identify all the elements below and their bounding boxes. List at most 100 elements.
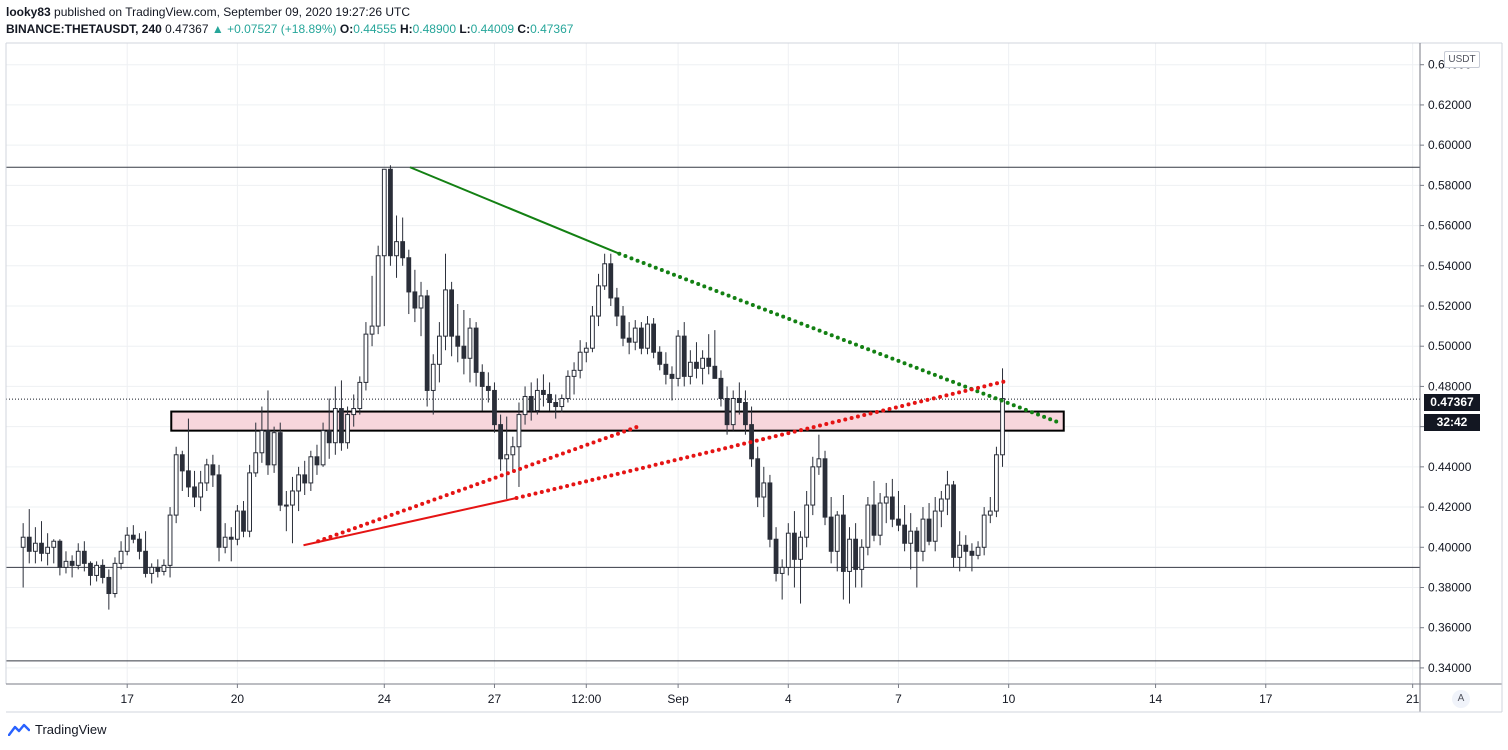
price-tick-label: 0.44000: [1428, 460, 1472, 474]
candle-down: [651, 323, 657, 353]
candle-up: [645, 323, 650, 349]
candle-down: [39, 542, 44, 554]
candle-up: [865, 504, 871, 548]
candle-down: [896, 518, 901, 526]
candle-down: [26, 536, 32, 552]
brand-name: TradingView: [35, 722, 107, 737]
publish-info: looky83 published on TradingView.com, Se…: [6, 5, 410, 19]
time-tick-label: 17: [121, 692, 135, 706]
price-tick-label: 0.62000: [1428, 98, 1472, 112]
support-resistance-zone: [170, 410, 1065, 432]
candle-down: [792, 532, 797, 560]
candle-down: [963, 544, 969, 552]
candle-up: [938, 498, 944, 512]
candle-down: [822, 458, 828, 518]
candle-down: [461, 345, 467, 359]
last-price-badge: 0.47367: [1424, 394, 1480, 411]
low-value: 0.44009: [470, 22, 515, 36]
candle-up: [51, 540, 57, 548]
currency-label[interactable]: USDT: [1444, 51, 1480, 68]
candle-up: [565, 375, 571, 399]
candle-up: [161, 564, 167, 572]
candle-up: [602, 263, 608, 287]
trendline-green-projection: [617, 251, 1059, 424]
candle-up: [271, 432, 277, 466]
candle-down: [179, 454, 185, 472]
last-value: 0.47367: [165, 22, 209, 36]
candle-up: [920, 518, 926, 552]
price-tick-label: 0.48000: [1428, 379, 1472, 393]
candle-down: [614, 297, 620, 317]
candle-up: [283, 504, 289, 507]
candle-up: [345, 414, 350, 444]
time-tick-label: 27: [488, 692, 502, 706]
candle-up: [730, 397, 736, 426]
candle-up: [981, 514, 987, 548]
countdown-badge: 32:42: [1424, 414, 1480, 431]
candle-up: [222, 536, 228, 548]
publish-date: published on TradingView.com, September …: [54, 5, 411, 19]
auto-scale-button[interactable]: A: [1452, 690, 1470, 708]
footer-brand[interactable]: TradingView: [8, 722, 107, 737]
candle-up: [75, 550, 81, 566]
candle-down: [326, 430, 332, 444]
price-axis[interactable]: 0.34000 0.36000 0.38000 0.40000 0.42000 0.440…: [1420, 58, 1472, 675]
candle-up: [510, 446, 516, 456]
author-name[interactable]: looky83: [6, 5, 51, 19]
price-tick-label: 0.56000: [1428, 219, 1472, 233]
candle-up: [687, 361, 693, 377]
candle-up: [253, 452, 259, 474]
candle-up: [700, 357, 705, 369]
trendline-green: [409, 166, 620, 255]
candle-down: [498, 424, 503, 460]
price-tick-label: 0.42000: [1428, 500, 1472, 514]
price-tick-label: 0.40000: [1428, 540, 1472, 554]
trendline-red-projection: [514, 379, 1007, 501]
candle-down: [400, 241, 406, 259]
trendline-red-projection: [316, 424, 640, 544]
candle-up: [118, 550, 124, 564]
candle-up: [45, 546, 51, 554]
candle-up: [296, 474, 301, 492]
candle-up: [877, 502, 883, 536]
candle-down: [553, 402, 559, 408]
candle-up: [430, 363, 436, 391]
candle-up: [247, 472, 253, 532]
candle-down: [541, 389, 546, 395]
candle-up: [590, 315, 595, 349]
candle-down: [100, 564, 106, 578]
candle-up: [804, 504, 810, 538]
candle-down: [767, 482, 773, 540]
candle-up: [394, 241, 399, 257]
candle-up: [94, 564, 99, 576]
close-label: C:: [517, 22, 531, 36]
candle-up: [467, 327, 473, 359]
time-tick-label: 10: [1002, 692, 1016, 706]
candle-down: [736, 397, 742, 404]
candle-down: [681, 335, 687, 377]
candle-down: [479, 371, 485, 387]
candle-down: [210, 464, 216, 476]
trendline-red: [303, 497, 517, 547]
candle-up: [957, 544, 963, 558]
time-tick-label: 14: [1149, 692, 1163, 706]
candle-down: [388, 168, 393, 257]
candle-down: [853, 538, 859, 570]
candle-up: [559, 397, 565, 408]
candle-up: [577, 351, 583, 371]
candle-down: [706, 357, 712, 367]
candle-down: [889, 496, 895, 520]
candle-up: [761, 482, 767, 498]
candle-up: [351, 408, 357, 416]
time-axis[interactable]: 17 20 24 27 12:00 Sep 4 7 10 14 17 21: [121, 684, 1420, 706]
candle-down: [528, 395, 534, 412]
candle-down: [773, 538, 779, 574]
candle-down: [492, 389, 497, 426]
tradingview-logo-icon: [8, 723, 30, 736]
candle-up: [443, 289, 448, 337]
candle-up: [418, 295, 424, 309]
candle-down: [638, 327, 644, 349]
chart-frame: [5, 42, 1503, 713]
trendlines: [303, 166, 1059, 547]
